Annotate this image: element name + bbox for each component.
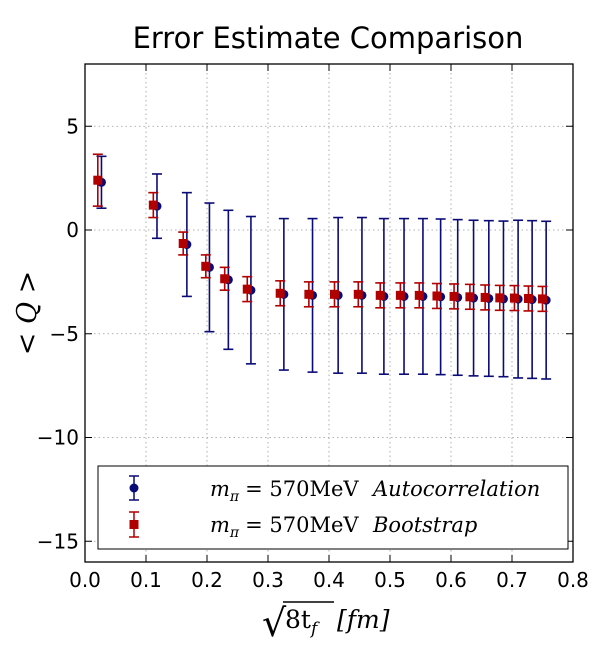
x-tick-label: 0.3 — [252, 568, 284, 592]
data-point — [329, 289, 339, 299]
x-tick-label: 0.8 — [557, 568, 589, 592]
data-point — [353, 289, 363, 299]
x-tick-label: 0.6 — [435, 568, 467, 592]
y-axis-label: < Q > — [12, 271, 43, 356]
y-tick-label: 0 — [66, 218, 79, 242]
chart-title: Error Estimate Comparison — [133, 21, 524, 55]
data-point — [538, 294, 547, 304]
x-axis-label: √ 8tf [fm] — [262, 601, 390, 645]
sqrt-sign: √ — [262, 601, 287, 645]
data-point — [304, 289, 314, 299]
data-point — [395, 290, 405, 300]
data-point — [242, 284, 252, 294]
data-point — [178, 238, 188, 248]
y-tick-label: 5 — [66, 114, 79, 138]
x-tick-label: 0.2 — [191, 568, 223, 592]
legend-mass-label: mπ = 570MeV — [210, 477, 359, 505]
series-bootstrap — [92, 153, 548, 313]
legend-marker-square — [129, 520, 139, 529]
x-label-radicand: 8tf — [285, 605, 320, 639]
data-point — [432, 291, 442, 301]
data-point — [480, 292, 490, 302]
legend-marker-circle — [129, 483, 139, 493]
y-tick-label: −5 — [50, 322, 79, 346]
data-series — [92, 153, 552, 380]
x-tick-label: 0.7 — [496, 568, 528, 592]
legend-entry-autocorrelation: mπ = 570MeV Autocorrelation — [129, 475, 540, 505]
data-point — [465, 292, 475, 302]
data-point — [201, 261, 211, 271]
plot-frame — [84, 63, 574, 563]
x-tick-label: 0.5 — [374, 568, 406, 592]
legend-box — [97, 465, 569, 550]
data-point — [275, 288, 285, 298]
data-point — [509, 293, 519, 303]
data-point — [449, 291, 459, 301]
data-point — [495, 293, 505, 303]
legend: mπ = 570MeV Autocorrelation mπ = 570MeV Bo… — [97, 465, 569, 550]
data-point — [148, 200, 158, 210]
x-tick-label: 0.1 — [130, 568, 162, 592]
data-point — [220, 274, 230, 284]
x-label-unit: [fm] — [337, 605, 390, 634]
x-tick-label: 0.4 — [313, 568, 345, 592]
y-tick-label: −10 — [37, 426, 79, 450]
axis-ticks: 0.0 0.1 0.2 0.3 0.4 0.5 0.6 0.7 0.8 5 0 −5 −10 −15 — [37, 64, 589, 592]
data-point — [93, 175, 103, 185]
y-tick-label: −15 — [37, 529, 79, 553]
legend-method-label: Bootstrap — [372, 513, 477, 537]
legend-mass-label: mπ = 570MeV — [210, 513, 359, 541]
x-tick-label: 0.0 — [69, 568, 101, 592]
data-point — [523, 293, 533, 303]
legend-entry-bootstrap: mπ = 570MeV Bootstrap — [129, 511, 477, 541]
data-point — [414, 290, 424, 300]
data-point — [375, 290, 385, 300]
legend-method-label: Autocorrelation — [371, 477, 540, 501]
